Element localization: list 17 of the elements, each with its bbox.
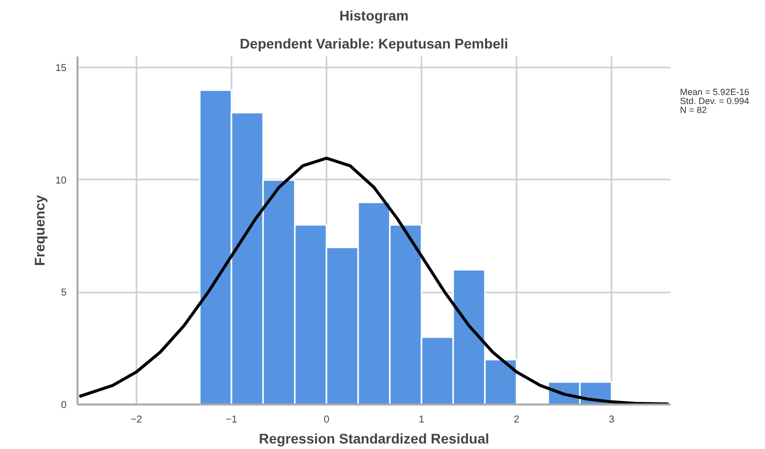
text: Mean = 5.92E-16 bbox=[680, 87, 750, 97]
chart-subtitle: Dependent Variable: Keputusan Pembeli bbox=[240, 36, 508, 52]
y-tick-label: 0 bbox=[60, 400, 67, 411]
y-axis-title: Frequency bbox=[31, 194, 48, 266]
x-tick-label: 3 bbox=[608, 414, 615, 426]
x-tick-label: 2 bbox=[514, 414, 520, 426]
x-tick-label: −1 bbox=[226, 414, 238, 426]
chart-title: Histogram bbox=[339, 8, 409, 24]
text: N = 82 bbox=[680, 105, 707, 115]
y-tick-label: 15 bbox=[55, 63, 67, 74]
text: Std. Dev. = 0.994 bbox=[680, 96, 750, 106]
x-tick-label: −2 bbox=[130, 414, 143, 426]
y-tick-label: 5 bbox=[60, 288, 67, 299]
x-tick-label: 1 bbox=[418, 414, 425, 426]
x-axis-title: Regression Standardized Residual bbox=[258, 430, 490, 446]
y-tick-label: 10 bbox=[55, 175, 67, 186]
x-tick-label: 0 bbox=[324, 414, 330, 426]
